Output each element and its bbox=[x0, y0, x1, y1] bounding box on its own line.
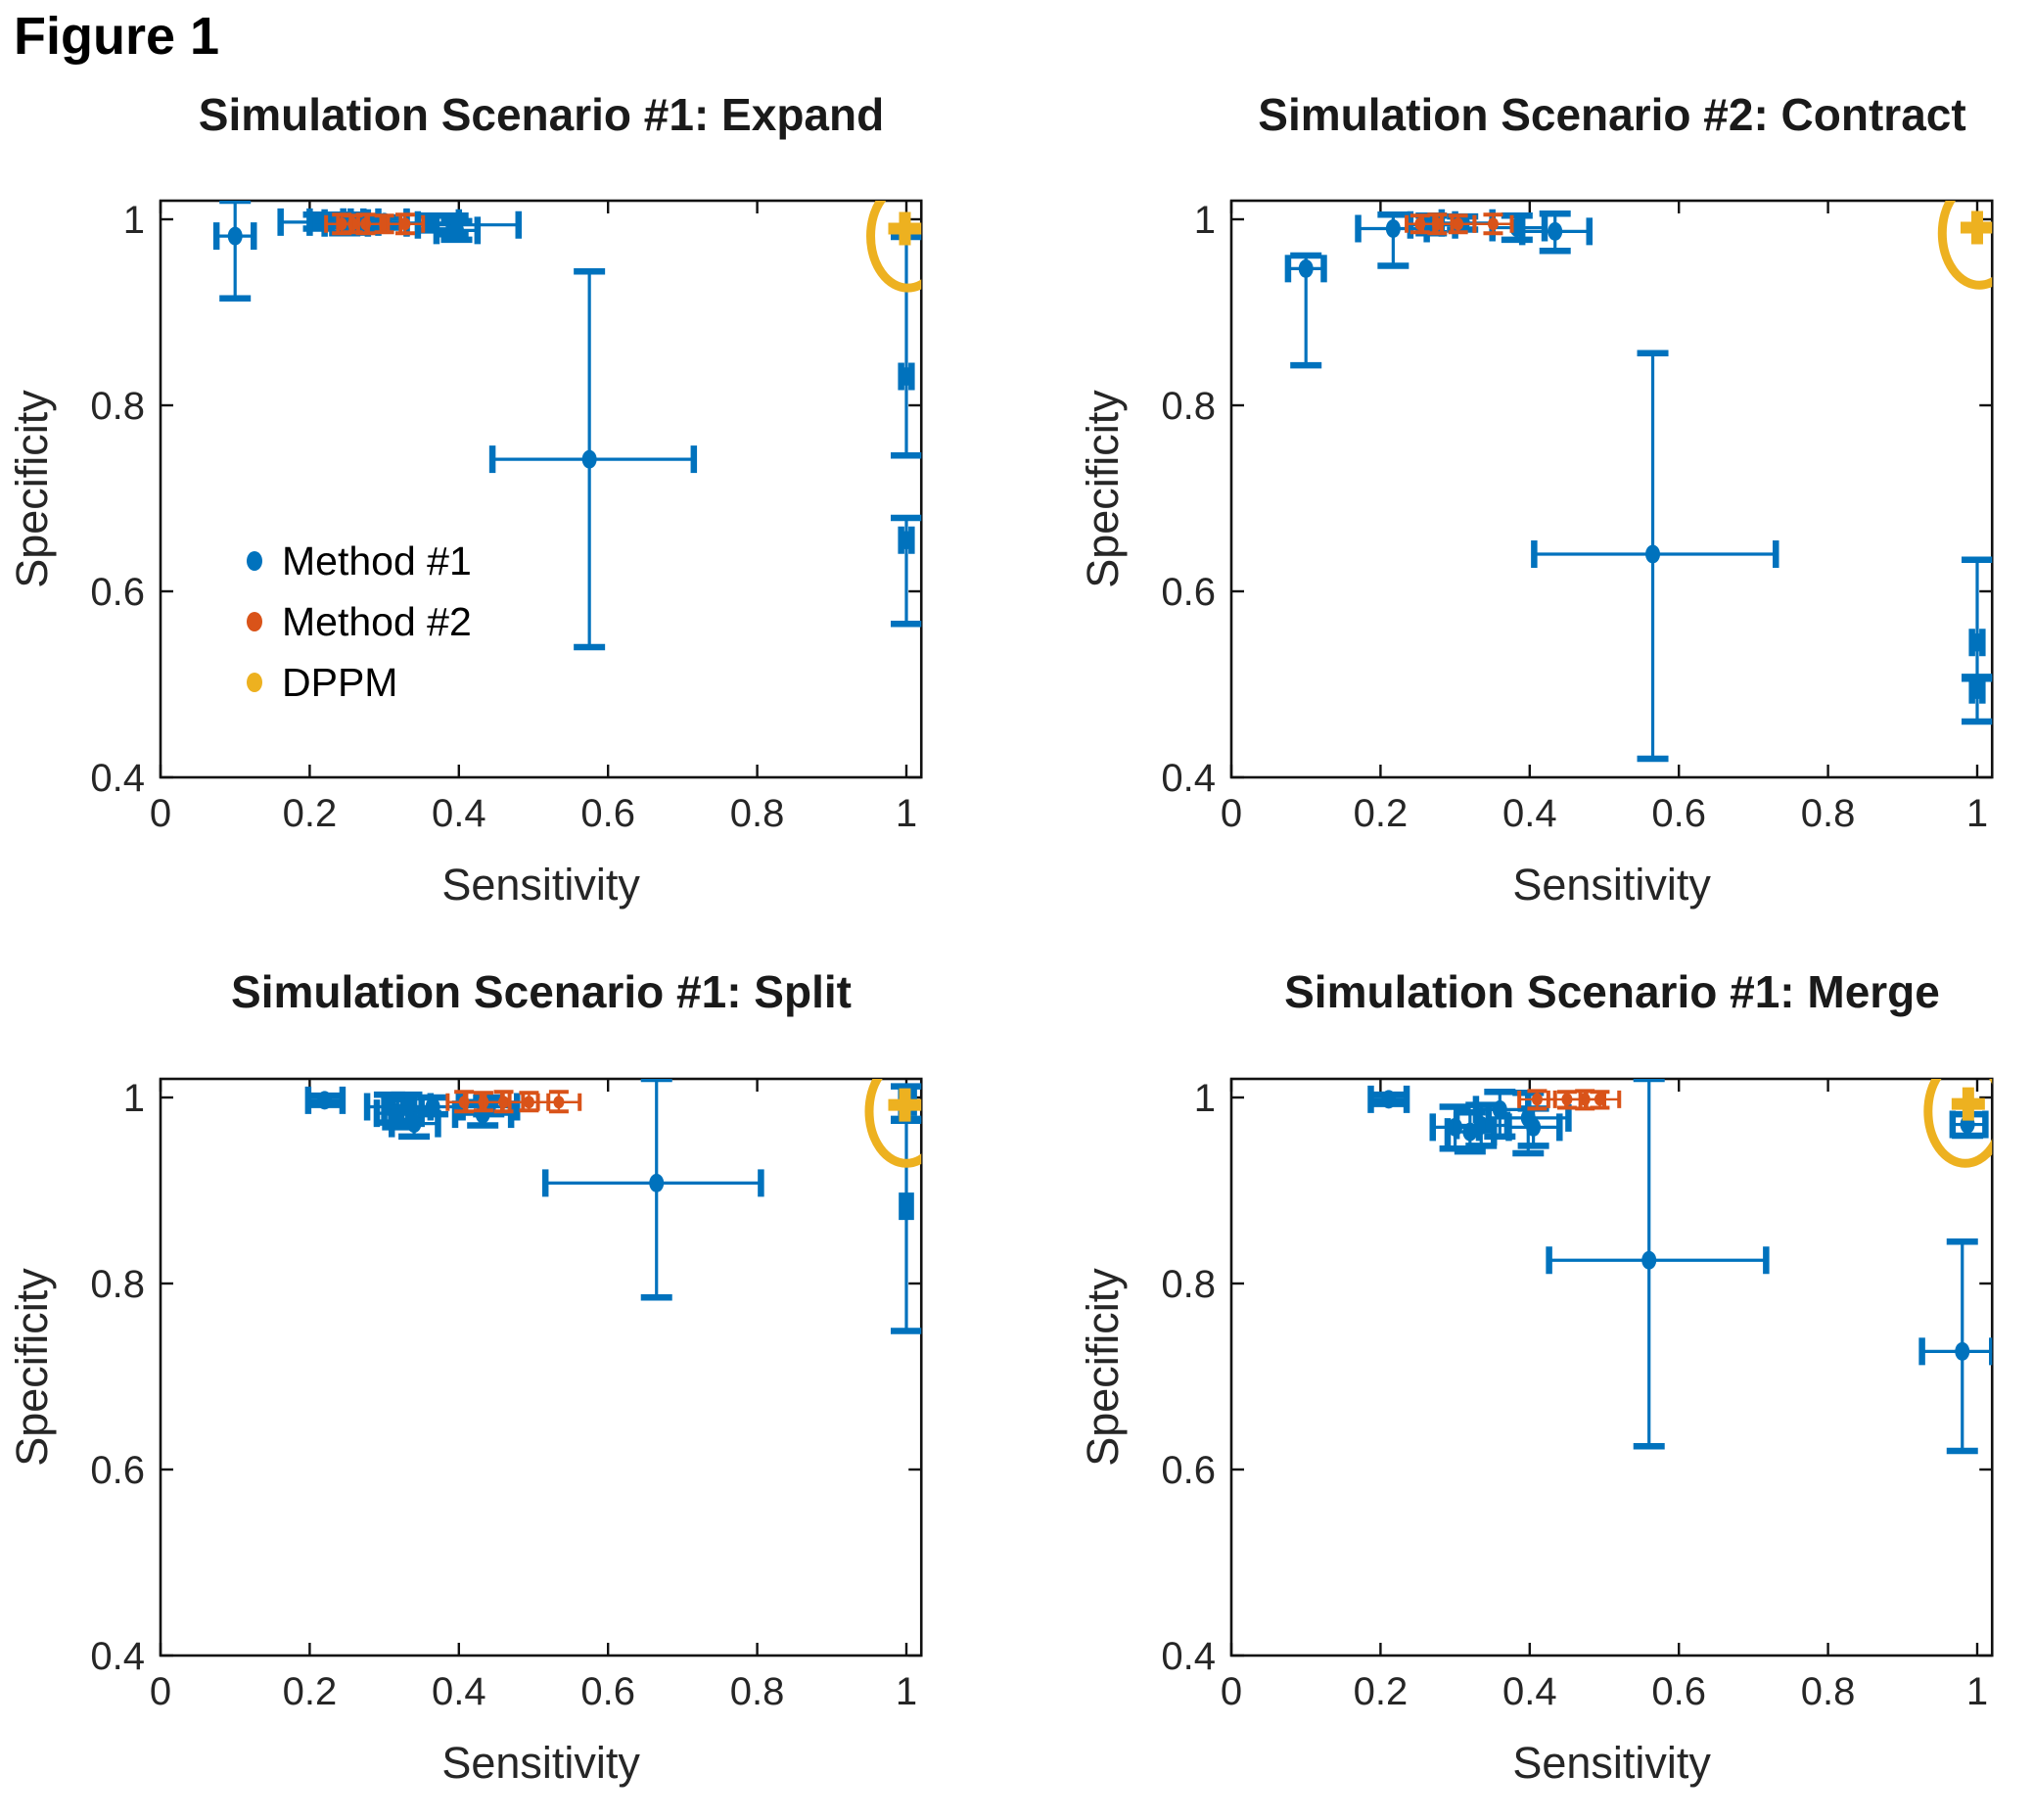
svg-text:1: 1 bbox=[1194, 1077, 1216, 1120]
subplot-title-split: Simulation Scenario #1: Split bbox=[231, 966, 852, 1017]
dppm-circle-annotation bbox=[864, 1079, 922, 1168]
legend: Method #1 Method #2 DPPM bbox=[247, 538, 472, 705]
svg-text:0: 0 bbox=[1221, 1670, 1242, 1713]
svg-text:1: 1 bbox=[896, 1670, 917, 1713]
svg-text:0.4: 0.4 bbox=[1502, 792, 1557, 835]
axes-frame bbox=[159, 1077, 923, 1657]
svg-text:0.6: 0.6 bbox=[1161, 571, 1216, 614]
dppm-plus-marker bbox=[888, 1088, 922, 1122]
svg-text:0.2: 0.2 bbox=[283, 792, 338, 835]
svg-text:0.4: 0.4 bbox=[1502, 1670, 1557, 1713]
svg-text:0.2: 0.2 bbox=[1354, 792, 1409, 835]
axis-labels: 0 0.2 0.4 0.6 0.8 1 0.4 0.6 0.8 1 Sensitivity Speci… bbox=[7, 1077, 917, 1788]
svg-text:1: 1 bbox=[1966, 1670, 1988, 1713]
dppm-circle-annotation bbox=[1923, 1079, 1993, 1168]
subplot-split-plot: 0 0.2 0.4 0.6 0.8 1 0.4 0.6 0.8 1 Sensitivity Speci… bbox=[7, 1077, 923, 1788]
figure-label: Figure 1 bbox=[14, 7, 220, 66]
data-marks bbox=[212, 201, 922, 651]
dppm-circle-annotation bbox=[866, 201, 922, 293]
legend-label: Method #2 bbox=[282, 599, 472, 644]
dppm-circle-annotation bbox=[1937, 201, 1993, 290]
x-axis-label: Sensitivity bbox=[441, 860, 640, 910]
x-axis-label: Sensitivity bbox=[1512, 860, 1711, 910]
svg-text:0.4: 0.4 bbox=[432, 792, 486, 835]
data-marks bbox=[1367, 1079, 1993, 1455]
svg-text:0.4: 0.4 bbox=[1161, 1635, 1216, 1678]
legend-label: Method #1 bbox=[282, 538, 472, 583]
svg-text:0.8: 0.8 bbox=[90, 385, 145, 428]
svg-text:0.8: 0.8 bbox=[730, 792, 785, 835]
axis-labels: 0 0.2 0.4 0.6 0.8 1 0.4 0.6 0.8 1 Sensitivity Speci… bbox=[7, 199, 917, 910]
x-axis-label: Sensitivity bbox=[441, 1738, 640, 1788]
legend-marker-dppm bbox=[247, 673, 262, 692]
axes-frame bbox=[159, 199, 923, 779]
y-axis-label: Specificity bbox=[7, 1268, 57, 1467]
legend-marker-method1 bbox=[247, 551, 262, 571]
y-axis-label: Specificity bbox=[1078, 390, 1128, 588]
subplot-title-merge: Simulation Scenario #1: Merge bbox=[1284, 966, 1940, 1017]
dppm-plus-marker bbox=[1951, 1087, 1985, 1121]
dppm-plus-marker bbox=[1961, 210, 1993, 245]
svg-text:0.6: 0.6 bbox=[1651, 1670, 1706, 1713]
svg-text:0.2: 0.2 bbox=[1354, 1670, 1409, 1713]
axis-labels: 0 0.2 0.4 0.6 0.8 1 0.4 0.6 0.8 1 Sensitivity Speci… bbox=[1078, 1077, 1988, 1788]
svg-text:0.6: 0.6 bbox=[90, 571, 145, 614]
data-marks bbox=[304, 1079, 922, 1334]
svg-text:0.6: 0.6 bbox=[580, 792, 635, 835]
svg-text:0: 0 bbox=[150, 792, 171, 835]
svg-text:0.2: 0.2 bbox=[283, 1670, 338, 1713]
axis-labels: 0 0.2 0.4 0.6 0.8 1 0.4 0.6 0.8 1 Sensitivity Speci… bbox=[1078, 199, 1988, 910]
svg-text:0.6: 0.6 bbox=[1161, 1449, 1216, 1492]
svg-text:0.4: 0.4 bbox=[90, 757, 145, 800]
y-axis-label: Specificity bbox=[1078, 1268, 1128, 1467]
legend-marker-method2 bbox=[247, 612, 262, 631]
svg-text:0.4: 0.4 bbox=[1161, 757, 1216, 800]
svg-text:0.8: 0.8 bbox=[730, 1670, 785, 1713]
subplot-contract-plot: 0 0.2 0.4 0.6 0.8 1 0.4 0.6 0.8 1 Sensitivity Speci… bbox=[1078, 199, 1994, 910]
axes-frame bbox=[1229, 1077, 1994, 1657]
subplot-merge-plot: 0 0.2 0.4 0.6 0.8 1 0.4 0.6 0.8 1 Sensitivity Speci… bbox=[1078, 1077, 1994, 1788]
svg-text:0.8: 0.8 bbox=[1801, 792, 1856, 835]
svg-text:0.4: 0.4 bbox=[432, 1670, 486, 1713]
y-axis-label: Specificity bbox=[7, 390, 57, 588]
svg-text:0.6: 0.6 bbox=[90, 1449, 145, 1492]
svg-text:0.8: 0.8 bbox=[1801, 1670, 1856, 1713]
svg-text:1: 1 bbox=[123, 199, 145, 242]
svg-text:1: 1 bbox=[123, 1077, 145, 1120]
svg-text:1: 1 bbox=[896, 792, 917, 835]
dppm-plus-marker bbox=[888, 211, 922, 246]
svg-text:1: 1 bbox=[1194, 199, 1216, 242]
subplot-expand-plot: 0 0.2 0.4 0.6 0.8 1 0.4 0.6 0.8 1 Sensitivity Speci… bbox=[7, 199, 923, 910]
legend-label: DPPM bbox=[282, 660, 397, 705]
subplot-title-contract: Simulation Scenario #2: Contract bbox=[1258, 89, 1966, 140]
svg-text:0.8: 0.8 bbox=[1161, 1263, 1216, 1306]
svg-text:0: 0 bbox=[150, 1670, 171, 1713]
x-axis-label: Sensitivity bbox=[1512, 1738, 1711, 1788]
svg-text:0.6: 0.6 bbox=[1651, 792, 1706, 835]
svg-text:0.4: 0.4 bbox=[90, 1635, 145, 1678]
svg-text:1: 1 bbox=[1966, 792, 1988, 835]
axes-frame bbox=[1229, 199, 1994, 779]
svg-text:0.8: 0.8 bbox=[90, 1263, 145, 1306]
svg-text:0.8: 0.8 bbox=[1161, 385, 1216, 428]
subplot-title-expand: Simulation Scenario #1: Expand bbox=[198, 89, 885, 140]
svg-text:0.6: 0.6 bbox=[580, 1670, 635, 1713]
svg-text:0: 0 bbox=[1221, 792, 1242, 835]
data-marks bbox=[1284, 201, 1993, 763]
